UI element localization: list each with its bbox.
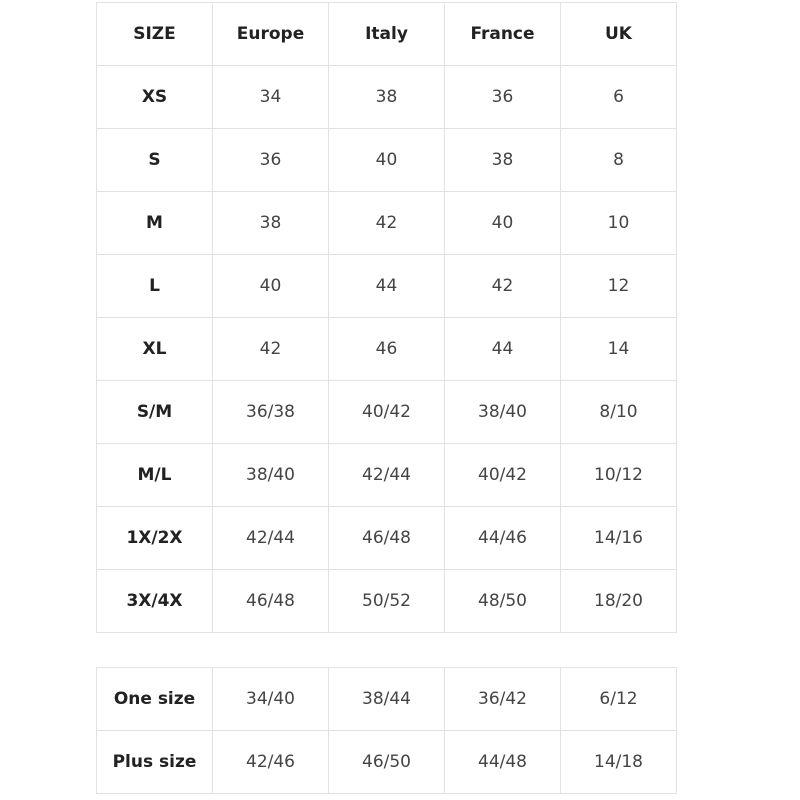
size-value-cell: 46/48: [328, 506, 445, 570]
size-value-cell: 44/46: [444, 506, 561, 570]
size-value-cell: 40: [328, 128, 445, 192]
size-value-cell: 42: [212, 317, 329, 381]
size-value-cell: 14/18: [560, 730, 677, 794]
size-value-cell: 42/44: [212, 506, 329, 570]
size-value-cell: 36/42: [444, 667, 561, 731]
column-header: UK: [560, 2, 677, 66]
header-row: SIZE Europe Italy France UK: [96, 2, 677, 66]
size-value-cell: 34/40: [212, 667, 329, 731]
column-header: Italy: [328, 2, 445, 66]
size-value-cell: 44: [328, 254, 445, 318]
table-row: L 40 44 42 12: [96, 254, 677, 318]
size-value-cell: 38/44: [328, 667, 445, 731]
table-row: S 36 40 38 8: [96, 128, 677, 192]
size-value-cell: 12: [560, 254, 677, 318]
size-label-cell: XL: [96, 317, 213, 381]
size-value-cell: 48/50: [444, 569, 561, 633]
size-value-cell: 8: [560, 128, 677, 192]
size-label-cell: One size: [96, 667, 213, 731]
size-value-cell: 18/20: [560, 569, 677, 633]
size-value-cell: 46/48: [212, 569, 329, 633]
size-label-cell: 1X/2X: [96, 506, 213, 570]
table-row: XL 42 46 44 14: [96, 317, 677, 381]
size-value-cell: 40/42: [328, 380, 445, 444]
size-value-cell: 44/48: [444, 730, 561, 794]
size-value-cell: 40/42: [444, 443, 561, 507]
table-row: M 38 42 40 10: [96, 191, 677, 255]
size-value-cell: 40: [444, 191, 561, 255]
size-value-cell: 38: [444, 128, 561, 192]
size-value-cell: 42/46: [212, 730, 329, 794]
table-row: XS 34 38 36 6: [96, 65, 677, 129]
size-label-cell: S/M: [96, 380, 213, 444]
size-value-cell: 46/50: [328, 730, 445, 794]
size-value-cell: 38: [328, 65, 445, 129]
size-value-cell: 8/10: [560, 380, 677, 444]
size-value-cell: 36: [444, 65, 561, 129]
size-label-cell: L: [96, 254, 213, 318]
size-chart-table: SIZE Europe Italy France UK XS 34 38 36 6 S 36 40 38 8…: [96, 2, 677, 633]
size-value-cell: 40: [212, 254, 329, 318]
size-value-cell: 34: [212, 65, 329, 129]
size-value-cell: 36: [212, 128, 329, 192]
table-row: One size 34/40 38/44 36/42 6/12: [96, 667, 677, 731]
size-value-cell: 42: [328, 191, 445, 255]
size-value-cell: 38: [212, 191, 329, 255]
size-value-cell: 50/52: [328, 569, 445, 633]
size-value-cell: 38/40: [212, 443, 329, 507]
size-value-cell: 10/12: [560, 443, 677, 507]
size-label-cell: M/L: [96, 443, 213, 507]
size-label-cell: Plus size: [96, 730, 213, 794]
column-header: France: [444, 2, 561, 66]
size-value-cell: 46: [328, 317, 445, 381]
table-row: Plus size 42/46 46/50 44/48 14/18: [96, 730, 677, 794]
size-value-cell: 6/12: [560, 667, 677, 731]
size-value-cell: 42: [444, 254, 561, 318]
size-value-cell: 14: [560, 317, 677, 381]
size-label-cell: M: [96, 191, 213, 255]
size-label-cell: XS: [96, 65, 213, 129]
table-row: 3X/4X 46/48 50/52 48/50 18/20: [96, 569, 677, 633]
column-header: Europe: [212, 2, 329, 66]
one-plus-size-table: One size 34/40 38/44 36/42 6/12 Plus size 42/4…: [96, 667, 677, 794]
table-row: 1X/2X 42/44 46/48 44/46 14/16: [96, 506, 677, 570]
table-row: M/L 38/40 42/44 40/42 10/12: [96, 443, 677, 507]
size-value-cell: 38/40: [444, 380, 561, 444]
size-label-cell: S: [96, 128, 213, 192]
size-value-cell: 36/38: [212, 380, 329, 444]
size-value-cell: 14/16: [560, 506, 677, 570]
size-value-cell: 44: [444, 317, 561, 381]
column-header: SIZE: [96, 2, 213, 66]
size-value-cell: 42/44: [328, 443, 445, 507]
table-row: S/M 36/38 40/42 38/40 8/10: [96, 380, 677, 444]
size-value-cell: 10: [560, 191, 677, 255]
size-value-cell: 6: [560, 65, 677, 129]
size-label-cell: 3X/4X: [96, 569, 213, 633]
